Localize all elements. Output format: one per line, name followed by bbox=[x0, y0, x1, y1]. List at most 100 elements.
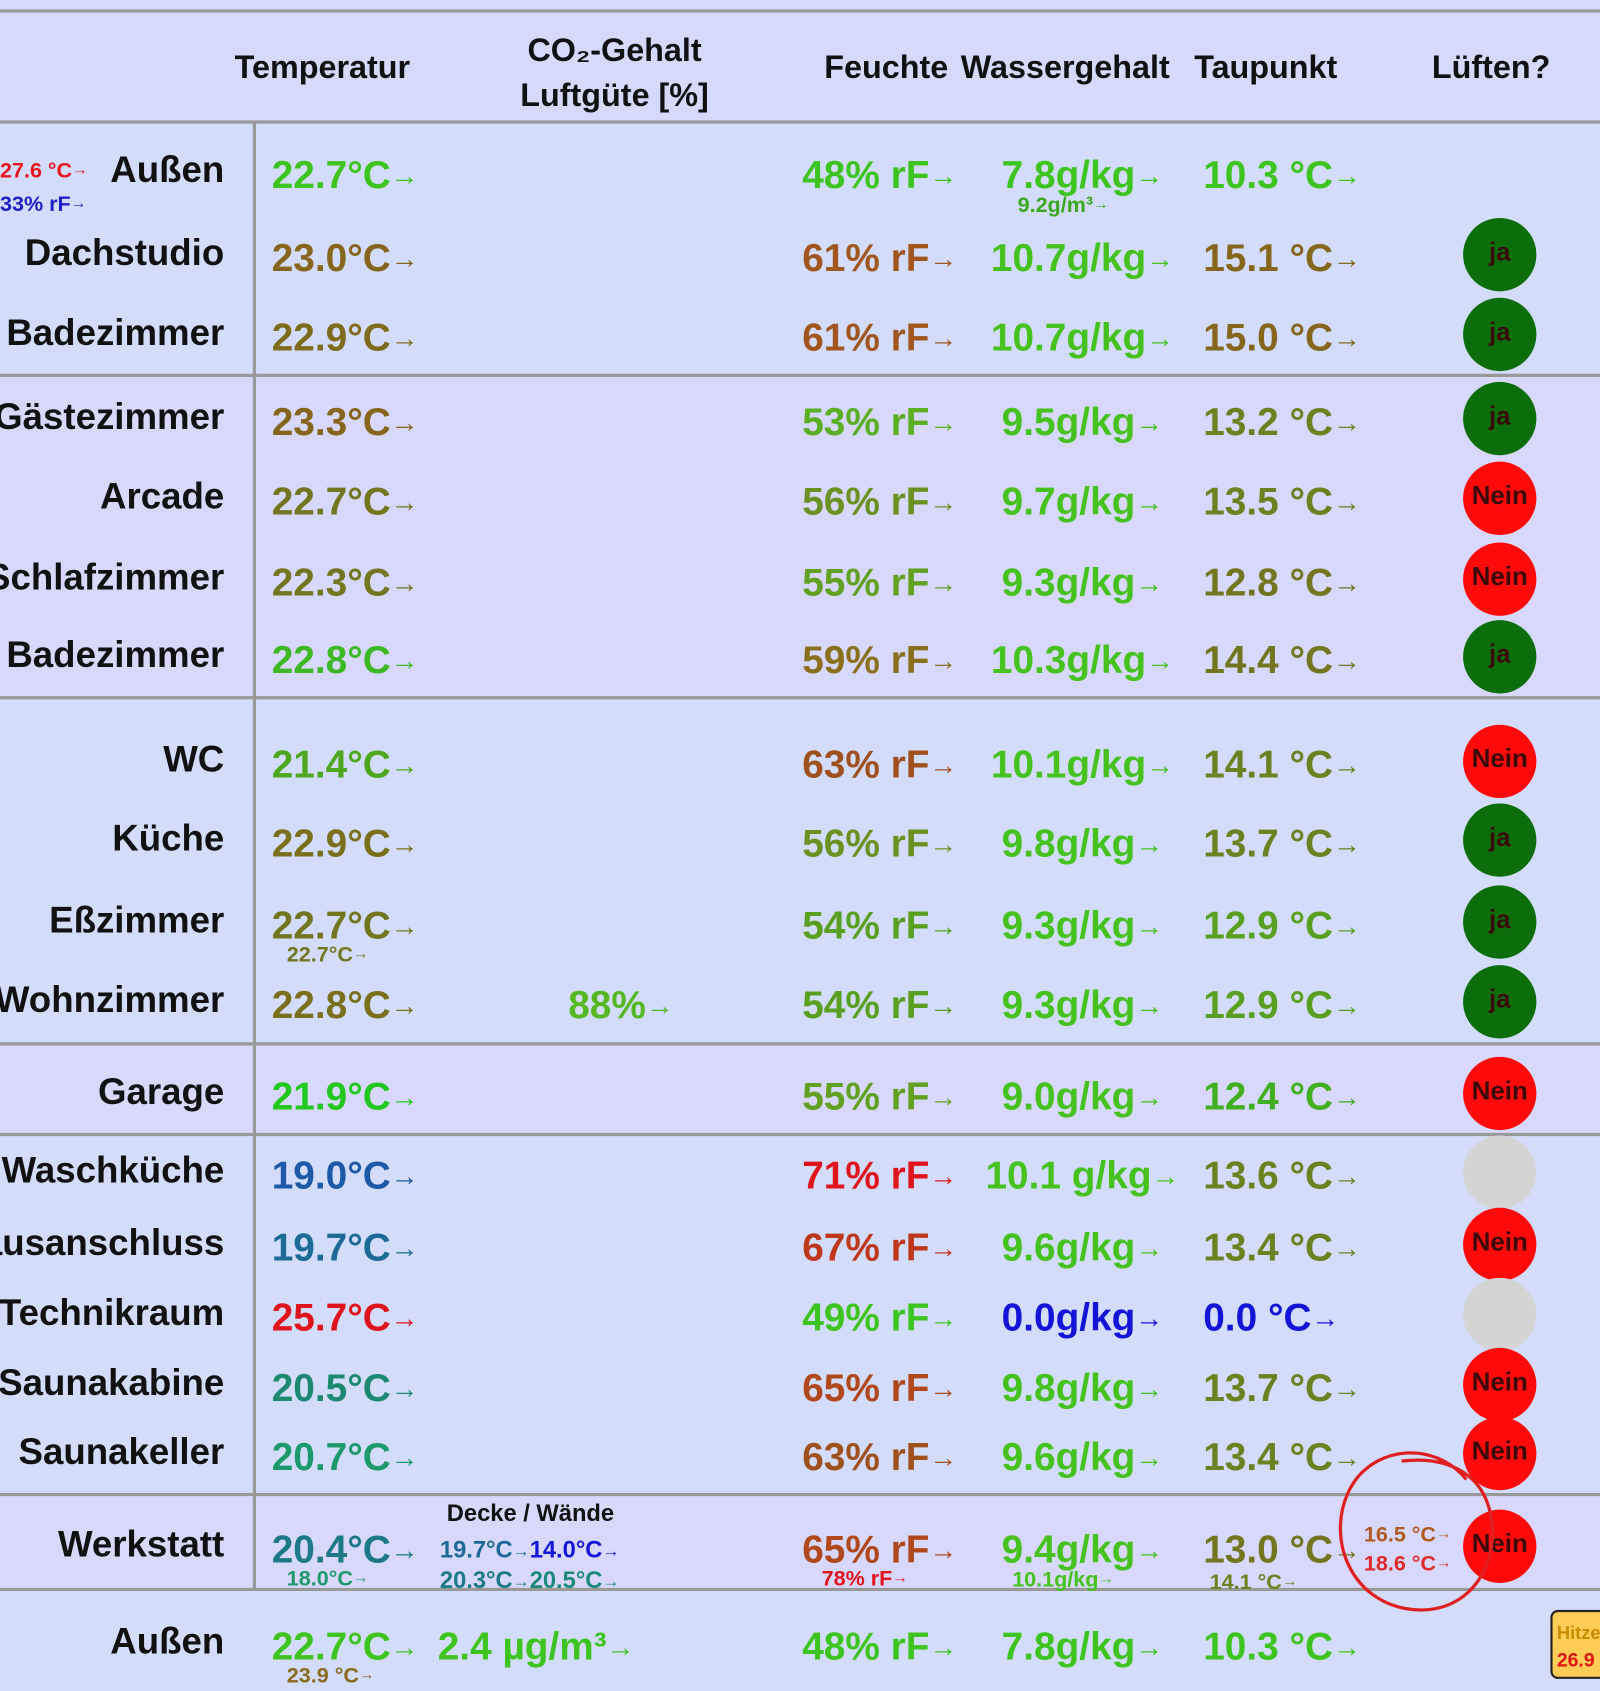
trend-arrow: → bbox=[391, 486, 419, 517]
humidity: 61% rF→ bbox=[802, 236, 957, 279]
value: 12.9 °C bbox=[1203, 904, 1333, 947]
dew-point: 12.9 °C→ bbox=[1203, 904, 1361, 947]
trend-arrow: → bbox=[359, 1666, 375, 1683]
value: 56% rF bbox=[802, 822, 929, 865]
value: 0.0g/kg bbox=[1002, 1296, 1136, 1339]
water-content: 7.8g/kg→ bbox=[1002, 153, 1164, 196]
trend-arrow: → bbox=[391, 828, 419, 859]
ventilate-label: Nein bbox=[1472, 1437, 1528, 1465]
humidity: 65% rF→ bbox=[802, 1366, 957, 1409]
trend-arrow: → bbox=[929, 322, 957, 353]
room-name: Wohnzimmer bbox=[0, 979, 224, 1020]
ventilate-indicator bbox=[1463, 724, 1537, 799]
trend-arrow: → bbox=[353, 945, 369, 962]
trend-arrow: → bbox=[1436, 1525, 1452, 1542]
trend-arrow: → bbox=[1311, 1302, 1339, 1333]
trend-arrow: → bbox=[1135, 406, 1163, 437]
room-name: Technikraum bbox=[0, 1292, 224, 1333]
trend-arrow: → bbox=[1135, 1232, 1163, 1263]
value: 63% rF bbox=[802, 1435, 929, 1478]
value: 61% rF bbox=[802, 236, 929, 279]
trend-arrow: → bbox=[929, 1232, 957, 1263]
ventilate-label: ja bbox=[1488, 239, 1511, 267]
dew-point: 12.9 °C→ bbox=[1203, 984, 1361, 1027]
header-dew-point: Taupunkt bbox=[1194, 49, 1337, 85]
value: 15.1 °C bbox=[1203, 236, 1333, 279]
water-content-sub: 10.1g/kg→ bbox=[1012, 1566, 1114, 1591]
wall-temps: 19.7°C→14.0°C→ bbox=[440, 1538, 620, 1564]
value: 22.7°C bbox=[272, 1625, 391, 1668]
trend-arrow: → bbox=[929, 486, 957, 517]
ventilate-indicator bbox=[1463, 381, 1537, 456]
value: 10.1g/kg bbox=[1012, 1566, 1098, 1591]
value: 13.6 °C bbox=[1203, 1154, 1333, 1197]
water-content: 9.3g/kg→ bbox=[1002, 561, 1164, 604]
dew-point: 0.0 °C→ bbox=[1203, 1296, 1339, 1339]
trend-arrow: → bbox=[353, 1569, 369, 1586]
dew-point: 13.0 °C→ bbox=[1203, 1528, 1361, 1571]
trend-arrow: → bbox=[391, 567, 419, 598]
value: 9.8g/kg bbox=[1002, 822, 1136, 865]
humidity: 63% rF→ bbox=[802, 1435, 957, 1478]
trend-arrow: → bbox=[391, 1631, 419, 1662]
trend-arrow: → bbox=[929, 749, 957, 780]
water-content: 9.5g/kg→ bbox=[1002, 400, 1164, 443]
co2: 2.4 µg/m³→ bbox=[438, 1625, 635, 1668]
dew-point: 10.3 °C→ bbox=[1203, 1625, 1361, 1668]
surface-temp: 16.5 °C→ bbox=[1364, 1521, 1452, 1546]
water-content: 9.3g/kg→ bbox=[1002, 904, 1164, 947]
group-band bbox=[0, 375, 1600, 698]
humidity: 56% rF→ bbox=[802, 480, 957, 523]
value: 20.3°C bbox=[440, 1568, 513, 1594]
value: 22.8°C bbox=[272, 984, 391, 1027]
ventilate-label: ja bbox=[1488, 402, 1511, 430]
trend-arrow: → bbox=[391, 1081, 419, 1112]
ventilate-label: ja bbox=[1488, 824, 1511, 852]
water-content: 0.0g/kg→ bbox=[1002, 1296, 1164, 1339]
humidity: 54% rF→ bbox=[802, 904, 957, 947]
heat-badge[interactable] bbox=[1550, 1609, 1600, 1679]
value: 2.4 µg/m³ bbox=[438, 1625, 607, 1668]
room-name: Schlafzimmer bbox=[0, 557, 224, 598]
value: 19.0°C bbox=[272, 1154, 391, 1197]
water-content: 9.0g/kg→ bbox=[1002, 1075, 1164, 1118]
room-name: Saunakeller bbox=[19, 1431, 225, 1472]
humidity: 54% rF→ bbox=[802, 984, 957, 1027]
hand-drawn-circle bbox=[1338, 1451, 1495, 1612]
temperature: 20.7°C→ bbox=[272, 1435, 419, 1478]
value: 9.8g/kg bbox=[1002, 1366, 1136, 1409]
dew-point: 13.4 °C→ bbox=[1203, 1226, 1361, 1269]
value: 23.9 °C bbox=[287, 1662, 359, 1687]
trend-arrow: → bbox=[391, 406, 419, 437]
trend-arrow: → bbox=[1093, 195, 1109, 212]
value: 12.9 °C bbox=[1203, 984, 1333, 1027]
trend-arrow: → bbox=[929, 1534, 957, 1565]
value: 9.3g/kg bbox=[1002, 561, 1136, 604]
ventilate-indicator bbox=[1463, 1135, 1537, 1209]
trend-arrow: → bbox=[929, 645, 957, 676]
value: 14.0°C bbox=[530, 1538, 603, 1564]
trend-arrow: → bbox=[1135, 990, 1163, 1021]
humidity: 61% rF→ bbox=[802, 316, 957, 359]
ventilate-indicator bbox=[1463, 542, 1537, 616]
dew-point: 14.4 °C→ bbox=[1203, 639, 1361, 682]
value: 67% rF bbox=[802, 1226, 929, 1269]
value: 53% rF bbox=[802, 400, 929, 443]
header-co2: CO₂-Gehalt bbox=[527, 32, 701, 68]
water-content: 9.8g/kg→ bbox=[1002, 822, 1164, 865]
value: 49% rF bbox=[802, 1296, 929, 1339]
value: 27.6 °C bbox=[0, 157, 72, 182]
trend-arrow: → bbox=[1333, 406, 1361, 437]
temperature: 22.9°C→ bbox=[272, 822, 419, 865]
header-temperature: Temperatur bbox=[235, 49, 411, 85]
value: 12.4 °C bbox=[1203, 1075, 1333, 1118]
room-name: Garage bbox=[98, 1071, 224, 1112]
ventilate-label: ja bbox=[1488, 641, 1511, 669]
group-band bbox=[0, 1589, 1600, 1691]
header-water: Wassergehalt bbox=[961, 49, 1170, 85]
value: 21.9°C bbox=[272, 1075, 391, 1118]
value: 10.3g/kg bbox=[991, 639, 1146, 682]
trend-arrow: → bbox=[929, 406, 957, 437]
trend-arrow: → bbox=[391, 242, 419, 273]
dew-point: 14.1 °C→ bbox=[1203, 743, 1361, 786]
